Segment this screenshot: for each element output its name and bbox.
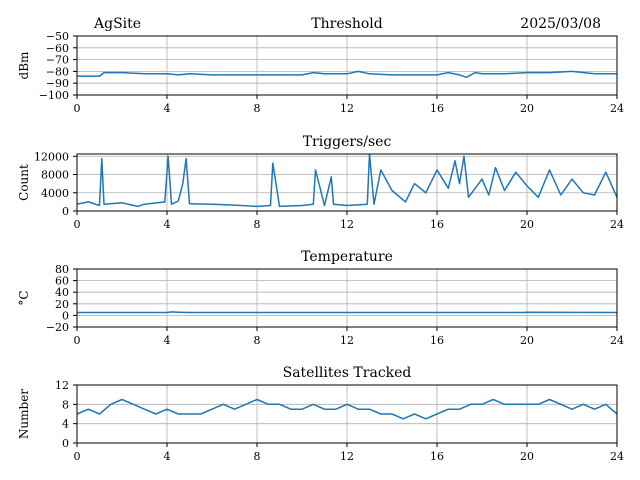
y-tick-label: −60 (46, 42, 69, 55)
y-tick-label: 4000 (41, 187, 69, 200)
x-tick-label: 8 (254, 102, 261, 115)
chart-panel-3: 0 4 8 12 16 20 24 0 4 8 12 Satellites Tracked Number (17, 365, 624, 463)
x-tick-label: 20 (520, 450, 534, 463)
x-tick-label: 24 (610, 218, 624, 231)
x-tick-label: 24 (610, 334, 624, 347)
y-tick-label: −20 (46, 321, 69, 334)
x-tick-label: 12 (340, 218, 354, 231)
x-tick-label: 20 (520, 218, 534, 231)
series-line (77, 398, 617, 420)
chart-title: Temperature (301, 249, 393, 265)
y-tick-label: 0 (62, 205, 69, 218)
y-tick-label: −70 (46, 54, 69, 67)
y-axis-label: dBm (17, 51, 31, 80)
y-tick-label: 8 (62, 398, 69, 411)
x-tick-label: 24 (610, 102, 624, 115)
chart-panels: 0 4 8 12 16 20 24 −100−90−80−70−60−50 Threshold d… (17, 16, 624, 463)
x-tick-label: 4 (164, 334, 171, 347)
y-axis-label: Count (17, 164, 31, 201)
x-tick-label: 4 (164, 102, 171, 115)
y-tick-label: 80 (55, 263, 69, 276)
y-tick-label: 4 (62, 418, 69, 431)
x-tick-label: 16 (430, 102, 444, 115)
x-tick-label: 16 (430, 450, 444, 463)
chart-panel-0: 0 4 8 12 16 20 24 −100−90−80−70−60−50 Threshold d… (17, 16, 624, 115)
x-tick-label: 0 (74, 450, 81, 463)
x-tick-label: 12 (340, 450, 354, 463)
series-line (77, 70, 617, 79)
y-tick-label: 60 (55, 275, 69, 288)
x-tick-label: 24 (610, 450, 624, 463)
site-label: AgSite (93, 16, 141, 32)
y-tick-label: 40 (55, 286, 69, 299)
y-tick-label: 12000 (34, 150, 69, 163)
chart-panel-1: 0 4 8 12 16 20 24 0 4000 8000 12000 Triggers/sec Cou… (17, 134, 624, 231)
y-tick-label: 8000 (41, 169, 69, 182)
y-tick-label: −80 (46, 65, 69, 78)
chart-title: Threshold (311, 16, 382, 32)
y-tick-label: 0 (62, 437, 69, 450)
x-tick-label: 12 (340, 334, 354, 347)
y-tick-label: 20 (55, 298, 69, 311)
y-axis-label: Number (17, 389, 31, 439)
x-tick-label: 8 (254, 218, 261, 231)
x-tick-label: 8 (254, 334, 261, 347)
x-tick-label: 0 (74, 102, 81, 115)
y-tick-label: 0 (62, 309, 69, 322)
x-tick-label: 20 (520, 102, 534, 115)
x-tick-label: 8 (254, 450, 261, 463)
x-tick-label: 4 (164, 218, 171, 231)
x-tick-label: 4 (164, 450, 171, 463)
x-tick-label: 0 (74, 218, 81, 231)
chart-title: Triggers/sec (303, 134, 392, 150)
x-tick-label: 0 (74, 334, 81, 347)
y-axis-label: °C (17, 290, 31, 305)
y-tick-label: −50 (46, 30, 69, 43)
x-tick-label: 20 (520, 334, 534, 347)
y-tick-label: 12 (55, 379, 69, 392)
series-line (77, 154, 617, 208)
y-tick-label: −100 (39, 89, 69, 102)
x-tick-label: 12 (340, 102, 354, 115)
y-tick-label: −90 (46, 77, 69, 90)
series-line (77, 311, 617, 314)
x-tick-label: 16 (430, 218, 444, 231)
chart-title: Satellites Tracked (283, 365, 412, 381)
date-label: 2025/03/08 (520, 16, 601, 32)
x-tick-label: 16 (430, 334, 444, 347)
